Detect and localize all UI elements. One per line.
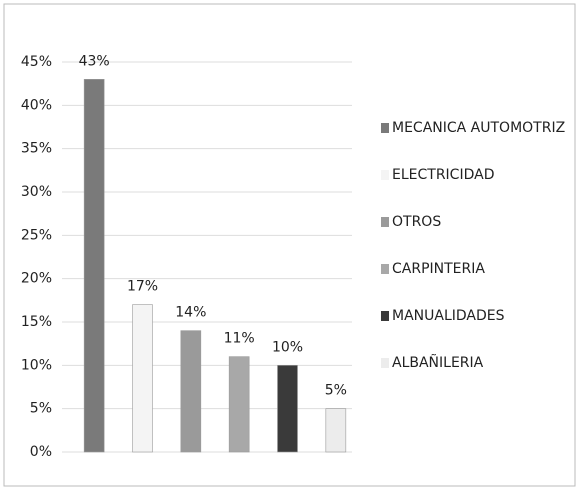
y-tick-label: 35% <box>21 141 52 157</box>
data-label: 5% <box>325 383 347 399</box>
data-label: 10% <box>272 339 303 355</box>
bar <box>325 408 347 453</box>
y-tick-label: 25% <box>21 227 52 243</box>
data-label: 11% <box>224 331 255 347</box>
y-tick-label: 45% <box>21 54 52 70</box>
data-label: 17% <box>127 279 158 295</box>
bar <box>277 365 298 453</box>
legend-label: MANUALIDADES <box>392 308 505 324</box>
legend-label: ELECTRICIDAD <box>392 167 494 183</box>
y-tick-label: 30% <box>21 184 52 200</box>
legend-swatch <box>381 217 389 227</box>
y-tick-label: 20% <box>21 271 52 287</box>
legend-swatch <box>381 311 389 321</box>
data-label: 14% <box>175 305 206 321</box>
y-tick-label: 5% <box>30 401 52 417</box>
y-tick-label: 40% <box>21 97 52 113</box>
bar <box>180 330 202 453</box>
legend-swatch <box>381 170 389 180</box>
legend-label: CARPINTERIA <box>392 261 485 277</box>
legend-swatch <box>381 358 389 368</box>
data-label: 43% <box>79 53 110 69</box>
legend-label: ALBAÑILERIA <box>392 354 484 371</box>
y-tick-label: 15% <box>21 314 52 330</box>
bar <box>132 304 153 453</box>
bar <box>83 79 105 453</box>
legend-swatch <box>381 123 389 133</box>
legend-label: MECANICA AUTOMOTRIZ <box>392 120 565 136</box>
y-tick-label: 10% <box>21 357 52 373</box>
y-tick-label: 0% <box>30 444 52 460</box>
bar <box>228 356 250 453</box>
legend-swatch <box>381 264 389 274</box>
legend-label: OTROS <box>392 214 441 230</box>
